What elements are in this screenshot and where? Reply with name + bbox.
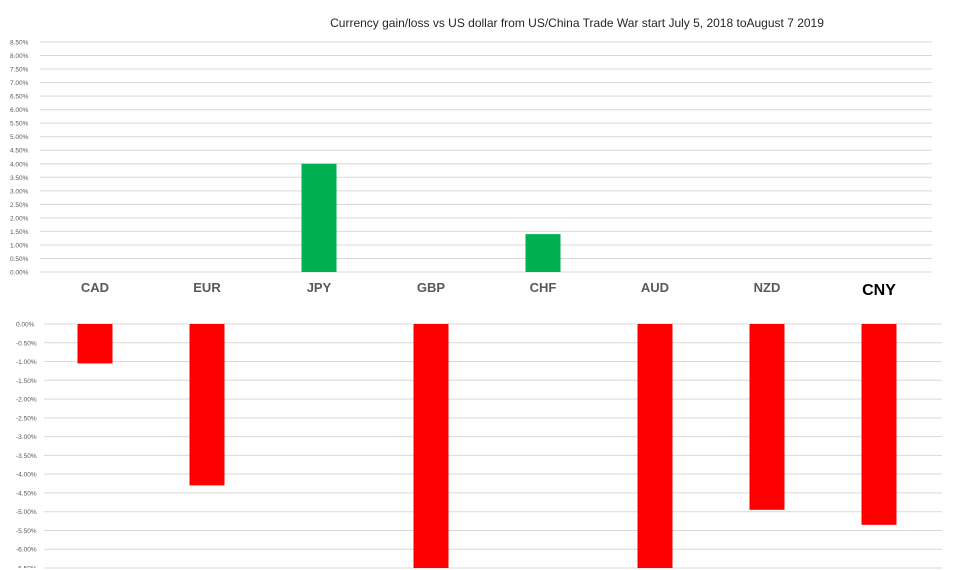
category-label-aud: AUD <box>641 280 669 295</box>
bar-nzd <box>749 324 785 510</box>
bottom-y-axis-ticks: 0.00% -0.50% -1.00% -1.50% -2.00% -2.50% -3.00… <box>16 322 37 570</box>
category-label-cad: CAD <box>81 280 109 295</box>
top-gridlines <box>40 41 932 273</box>
top-y-tick-label: 7.00% <box>10 80 29 87</box>
top-y-tick-label: 2.00% <box>10 215 29 222</box>
bottom-y-tick-label: -2.00% <box>16 397 37 404</box>
bar-eur <box>189 324 225 486</box>
bottom-y-tick-label: -1.00% <box>16 359 37 366</box>
bottom-y-tick-label: 0.00% <box>16 322 35 329</box>
bar-gbp <box>413 324 449 568</box>
category-label-gbp: GBP <box>417 280 446 295</box>
bottom-y-tick-label: -3.00% <box>16 434 37 441</box>
bar-chf <box>525 234 561 272</box>
category-label-chf: CHF <box>530 280 557 295</box>
top-y-tick-label: 1.00% <box>10 242 29 249</box>
top-y-tick-label: 6.50% <box>10 94 29 101</box>
bar-cad <box>77 324 113 364</box>
top-y-tick-label: 3.00% <box>10 188 29 195</box>
bottom-y-tick-label: -5.50% <box>16 528 37 535</box>
top-y-tick-label: 1.50% <box>10 229 29 236</box>
chart-title: Currency gain/loss vs US dollar from US/… <box>330 16 824 30</box>
bars <box>77 163 897 568</box>
top-y-tick-label: 5.50% <box>10 121 29 128</box>
top-y-tick-label: 8.50% <box>10 40 29 47</box>
bottom-y-tick-label: -3.50% <box>16 453 37 460</box>
bottom-y-tick-label: -4.50% <box>16 490 37 497</box>
bar-cny <box>861 324 897 525</box>
bottom-y-tick-label: -4.00% <box>16 472 37 479</box>
category-label-jpy: JPY <box>307 280 332 295</box>
top-y-tick-label: 7.50% <box>10 67 29 74</box>
top-y-tick-label: 3.50% <box>10 175 29 182</box>
bottom-gridlines <box>44 323 942 569</box>
bottom-y-tick-label: -6.00% <box>16 547 37 554</box>
top-y-tick-label: 5.00% <box>10 134 29 141</box>
bottom-y-tick-label: -0.50% <box>16 340 37 347</box>
top-y-tick-label: 4.50% <box>10 148 29 155</box>
bottom-y-tick-label: -1.50% <box>16 378 37 385</box>
bar-aud <box>637 324 673 568</box>
top-y-tick-label: 6.00% <box>10 107 29 114</box>
bottom-y-tick-label: -2.50% <box>16 415 37 422</box>
bar-jpy <box>301 163 337 272</box>
bottom-y-tick-label: -6.50% <box>16 566 37 570</box>
top-y-tick-label: 0.00% <box>10 270 29 277</box>
top-y-tick-label: 8.00% <box>10 53 29 60</box>
category-label-eur: EUR <box>193 280 221 295</box>
top-y-tick-label: 2.50% <box>10 202 29 209</box>
category-label-nzd: NZD <box>754 280 781 295</box>
bottom-y-tick-label: -5.00% <box>16 509 37 516</box>
top-y-tick-label: 4.00% <box>10 161 29 168</box>
top-y-axis-ticks: 8.50% 8.00% 7.50% 7.00% 6.50% 6.00% 5.50% 5.00%… <box>10 40 29 277</box>
category-labels: CAD EUR JPY GBP CHF AUD NZD CNY <box>81 280 896 299</box>
top-y-tick-label: 0.50% <box>10 256 29 263</box>
category-label-cny: CNY <box>862 282 896 299</box>
